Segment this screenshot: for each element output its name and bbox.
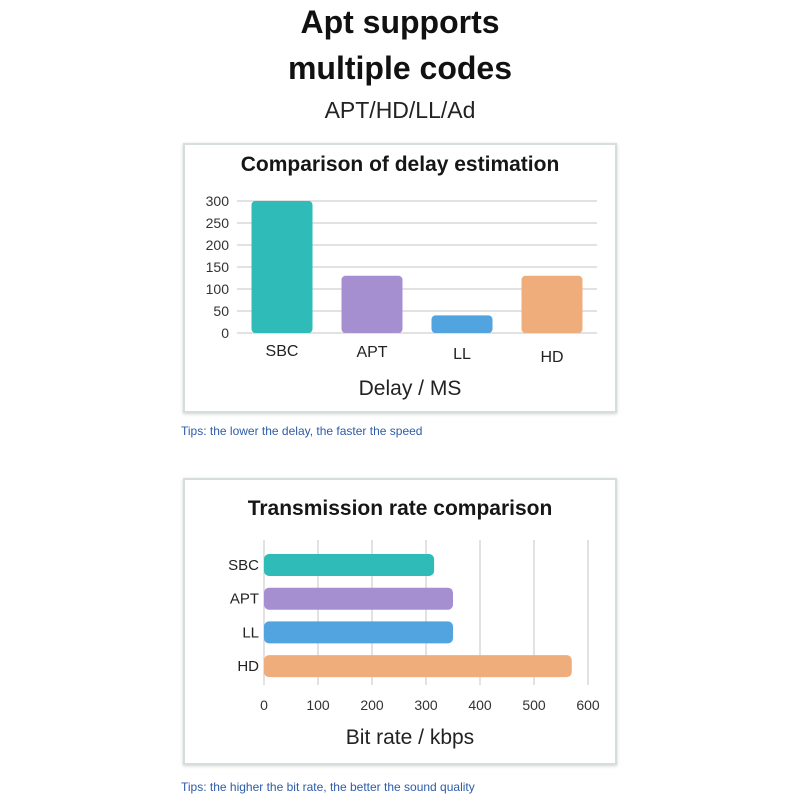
bitrate-category-label-apt: APT bbox=[230, 591, 259, 608]
bitrate-bar-hd bbox=[264, 655, 572, 678]
page-title-line-1: Apt supports bbox=[300, 4, 500, 40]
bitrate-bar-apt bbox=[264, 587, 453, 610]
bitrate-x-tick-label: 300 bbox=[414, 697, 438, 713]
delay-plot-area: 0 50 100 150 200 250 300 SBC APT LL HD bbox=[206, 193, 597, 366]
delay-category-label-sbc: SBC bbox=[266, 343, 299, 360]
bitrate-tip-text: Tips: the higher the bit rate, the bette… bbox=[181, 780, 475, 794]
bitrate-bar-sbc bbox=[264, 554, 435, 576]
bitrate-category-label-hd: HD bbox=[237, 658, 259, 675]
bitrate-plot-area: 0 100 200 300 400 500 600 SBC APT LL HD bbox=[228, 540, 600, 713]
page-subtitle: APT/HD/LL/Ad bbox=[324, 97, 476, 123]
bitrate-x-tick-label: 0 bbox=[260, 697, 268, 713]
delay-y-tick-label: 100 bbox=[206, 281, 230, 297]
bitrate-chart: 0 100 200 300 400 500 600 SBC APT LL HD Bit rate /… bbox=[228, 540, 600, 749]
bitrate-x-tick-label: 100 bbox=[306, 697, 330, 713]
bitrate-chart-panel: 0 100 200 300 400 500 600 SBC APT LL HD Bit rate /… bbox=[183, 478, 617, 765]
delay-x-axis-label: Delay / MS bbox=[359, 377, 462, 400]
delay-bar-sbc bbox=[251, 201, 313, 333]
delay-category-label-ll: LL bbox=[453, 346, 471, 363]
bitrate-chart-title: Transmission rate comparison bbox=[247, 497, 553, 520]
delay-bar-ll bbox=[431, 315, 493, 333]
delay-chart-panel: 0 50 100 150 200 250 300 SBC APT LL HD Delay / MS … bbox=[183, 143, 617, 413]
bitrate-x-axis-label: Bit rate / kbps bbox=[346, 726, 474, 749]
delay-category-label-apt: APT bbox=[356, 344, 387, 361]
delay-bar-hd bbox=[521, 275, 583, 333]
delay-tip-text: Tips: the lower the delay, the faster th… bbox=[181, 424, 423, 438]
page-title-line-2: multiple codes bbox=[287, 50, 513, 86]
bitrate-category-label-sbc: SBC bbox=[228, 557, 259, 574]
delay-y-tick-label: 250 bbox=[206, 215, 230, 231]
delay-y-tick-label: 200 bbox=[206, 237, 230, 253]
bitrate-x-tick-label: 600 bbox=[576, 697, 600, 713]
delay-y-tick-label: 50 bbox=[213, 303, 229, 319]
delay-y-tick-label: 300 bbox=[206, 193, 230, 209]
bitrate-x-tick-label: 500 bbox=[522, 697, 546, 713]
delay-chart-title: Comparison of delay estimation bbox=[240, 153, 560, 176]
delay-bar-apt bbox=[341, 275, 403, 333]
delay-y-tick-label: 150 bbox=[206, 259, 230, 275]
bitrate-x-tick-label: 400 bbox=[468, 697, 492, 713]
delay-category-label-hd: HD bbox=[540, 349, 563, 366]
delay-y-tick-label: 0 bbox=[221, 325, 229, 341]
bitrate-x-tick-label: 200 bbox=[360, 697, 384, 713]
bitrate-category-label-ll: LL bbox=[242, 624, 259, 641]
delay-chart: 0 50 100 150 200 250 300 SBC APT LL HD Delay / MS bbox=[206, 193, 597, 400]
bitrate-bar-ll bbox=[264, 621, 453, 644]
